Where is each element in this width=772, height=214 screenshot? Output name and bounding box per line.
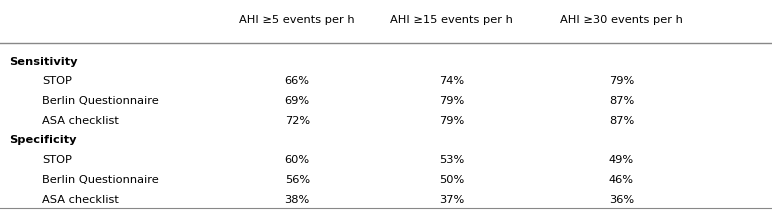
Text: STOP: STOP xyxy=(42,76,73,86)
Text: 36%: 36% xyxy=(609,195,634,205)
Text: 79%: 79% xyxy=(609,76,634,86)
Text: 50%: 50% xyxy=(439,175,464,185)
Text: 66%: 66% xyxy=(285,76,310,86)
Text: 79%: 79% xyxy=(439,96,464,106)
Text: Specificity: Specificity xyxy=(9,135,76,146)
Text: 38%: 38% xyxy=(285,195,310,205)
Text: 87%: 87% xyxy=(609,96,634,106)
Text: AHI ≥5 events per h: AHI ≥5 events per h xyxy=(239,15,355,25)
Text: 53%: 53% xyxy=(439,155,464,165)
Text: 87%: 87% xyxy=(609,116,634,126)
Text: 69%: 69% xyxy=(285,96,310,106)
Text: ASA checklist: ASA checklist xyxy=(42,116,120,126)
Text: 56%: 56% xyxy=(285,175,310,185)
Text: Sensitivity: Sensitivity xyxy=(9,57,78,67)
Text: STOP: STOP xyxy=(42,155,73,165)
Text: 60%: 60% xyxy=(285,155,310,165)
Text: 74%: 74% xyxy=(439,76,464,86)
Text: 49%: 49% xyxy=(609,155,634,165)
Text: Berlin Questionnaire: Berlin Questionnaire xyxy=(42,175,159,185)
Text: Berlin Questionnaire: Berlin Questionnaire xyxy=(42,96,159,106)
Text: 46%: 46% xyxy=(609,175,634,185)
Text: AHI ≥15 events per h: AHI ≥15 events per h xyxy=(390,15,513,25)
Text: 72%: 72% xyxy=(285,116,310,126)
Text: AHI ≥30 events per h: AHI ≥30 events per h xyxy=(560,15,683,25)
Text: 37%: 37% xyxy=(439,195,464,205)
Text: 79%: 79% xyxy=(439,116,464,126)
Text: ASA checklist: ASA checklist xyxy=(42,195,120,205)
